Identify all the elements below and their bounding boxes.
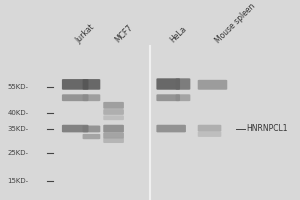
FancyBboxPatch shape bbox=[82, 126, 100, 132]
Text: HNRNPCL1: HNRNPCL1 bbox=[246, 124, 288, 133]
Text: 35KD-: 35KD- bbox=[7, 126, 28, 132]
FancyBboxPatch shape bbox=[62, 125, 88, 132]
FancyBboxPatch shape bbox=[198, 125, 221, 132]
Text: 40KD-: 40KD- bbox=[7, 110, 28, 116]
Text: Mouse spleen: Mouse spleen bbox=[214, 1, 257, 45]
FancyBboxPatch shape bbox=[103, 115, 124, 120]
FancyBboxPatch shape bbox=[176, 94, 190, 101]
Text: HeLa: HeLa bbox=[168, 25, 188, 45]
Text: 15KD-: 15KD- bbox=[7, 178, 28, 184]
FancyBboxPatch shape bbox=[82, 94, 100, 101]
FancyBboxPatch shape bbox=[103, 125, 124, 132]
FancyBboxPatch shape bbox=[156, 78, 180, 90]
FancyBboxPatch shape bbox=[156, 125, 186, 132]
FancyBboxPatch shape bbox=[103, 138, 124, 143]
FancyBboxPatch shape bbox=[103, 132, 124, 138]
FancyBboxPatch shape bbox=[82, 134, 100, 139]
FancyBboxPatch shape bbox=[176, 78, 190, 90]
Text: 55KD-: 55KD- bbox=[7, 84, 28, 90]
FancyBboxPatch shape bbox=[62, 94, 88, 101]
FancyBboxPatch shape bbox=[198, 132, 221, 137]
Text: MCF7: MCF7 bbox=[114, 24, 135, 45]
Text: Jurkat: Jurkat bbox=[74, 22, 96, 45]
FancyBboxPatch shape bbox=[62, 79, 88, 90]
FancyBboxPatch shape bbox=[82, 79, 100, 90]
FancyBboxPatch shape bbox=[103, 102, 124, 109]
FancyBboxPatch shape bbox=[156, 94, 180, 101]
FancyBboxPatch shape bbox=[103, 109, 124, 115]
Text: 25KD-: 25KD- bbox=[7, 150, 28, 156]
FancyBboxPatch shape bbox=[198, 80, 227, 90]
